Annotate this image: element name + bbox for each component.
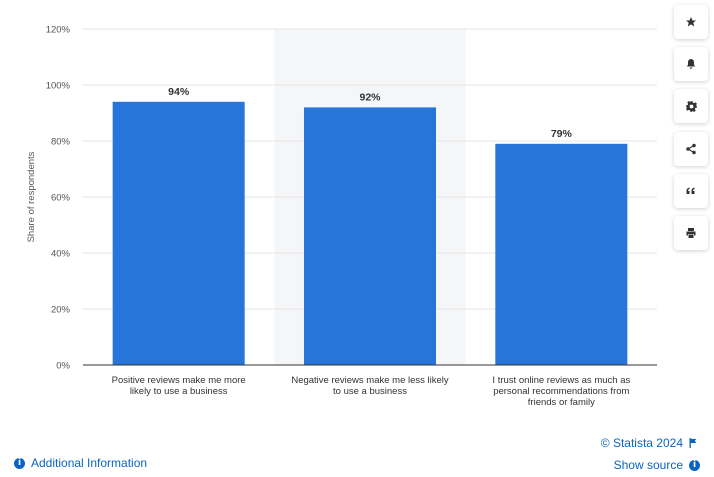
copyright-notice: © Statista 2024 bbox=[601, 436, 698, 450]
x-tick-label: friends or family bbox=[528, 397, 595, 408]
bar-chart: 0% 20% 40% 60% 80% 100% 120% Share of responden… bbox=[26, 25, 657, 408]
data-label: 94% bbox=[168, 86, 190, 98]
bar bbox=[495, 143, 628, 365]
copyright-label: © Statista 2024 bbox=[600, 436, 683, 450]
x-tick-label: to use a business bbox=[333, 386, 407, 397]
notification-bell-icon bbox=[687, 59, 695, 69]
data-label: 92% bbox=[359, 91, 381, 103]
print-button[interactable] bbox=[674, 216, 708, 250]
cite-quote-icon bbox=[686, 187, 695, 194]
flag-icon[interactable] bbox=[689, 438, 698, 448]
y-tick-label: 40% bbox=[51, 249, 71, 260]
data-label: 79% bbox=[551, 128, 573, 140]
bar bbox=[303, 107, 437, 366]
y-axis-label: Share of respondents bbox=[26, 151, 37, 242]
info-icon: i bbox=[14, 457, 25, 469]
y-tick-label: 20% bbox=[51, 305, 71, 316]
cite-button[interactable] bbox=[674, 174, 708, 208]
favorite-button[interactable] bbox=[674, 5, 708, 39]
x-tick-label: Negative reviews make me less likely bbox=[291, 375, 449, 386]
share-icon bbox=[686, 143, 696, 155]
y-tick-label: 120% bbox=[46, 25, 71, 36]
show-source-link[interactable]: Show source i bbox=[614, 458, 700, 472]
settings-gear-icon bbox=[685, 100, 697, 112]
additional-information-label: Additional Information bbox=[31, 456, 148, 470]
settings-button[interactable] bbox=[674, 89, 708, 123]
bar bbox=[112, 101, 245, 366]
y-tick-label: 0% bbox=[56, 361, 70, 372]
show-source-label: Show source bbox=[613, 458, 683, 472]
x-tick-label: likely to use a business bbox=[130, 386, 228, 397]
x-tick-label: Positive reviews make me more bbox=[112, 375, 246, 386]
print-icon bbox=[686, 228, 696, 238]
additional-information-link[interactable]: i Additional Information bbox=[14, 456, 147, 470]
y-tick-label: 100% bbox=[46, 81, 71, 92]
share-button[interactable] bbox=[674, 132, 708, 166]
x-tick-label: I trust online reviews as much as bbox=[492, 375, 630, 386]
info-icon: i bbox=[689, 459, 700, 471]
favorite-icon bbox=[686, 17, 696, 27]
y-tick-label: 60% bbox=[51, 193, 71, 204]
y-tick-label: 80% bbox=[51, 137, 71, 148]
notification-button[interactable] bbox=[674, 47, 708, 81]
x-tick-label: personal recommendations from bbox=[493, 386, 629, 397]
